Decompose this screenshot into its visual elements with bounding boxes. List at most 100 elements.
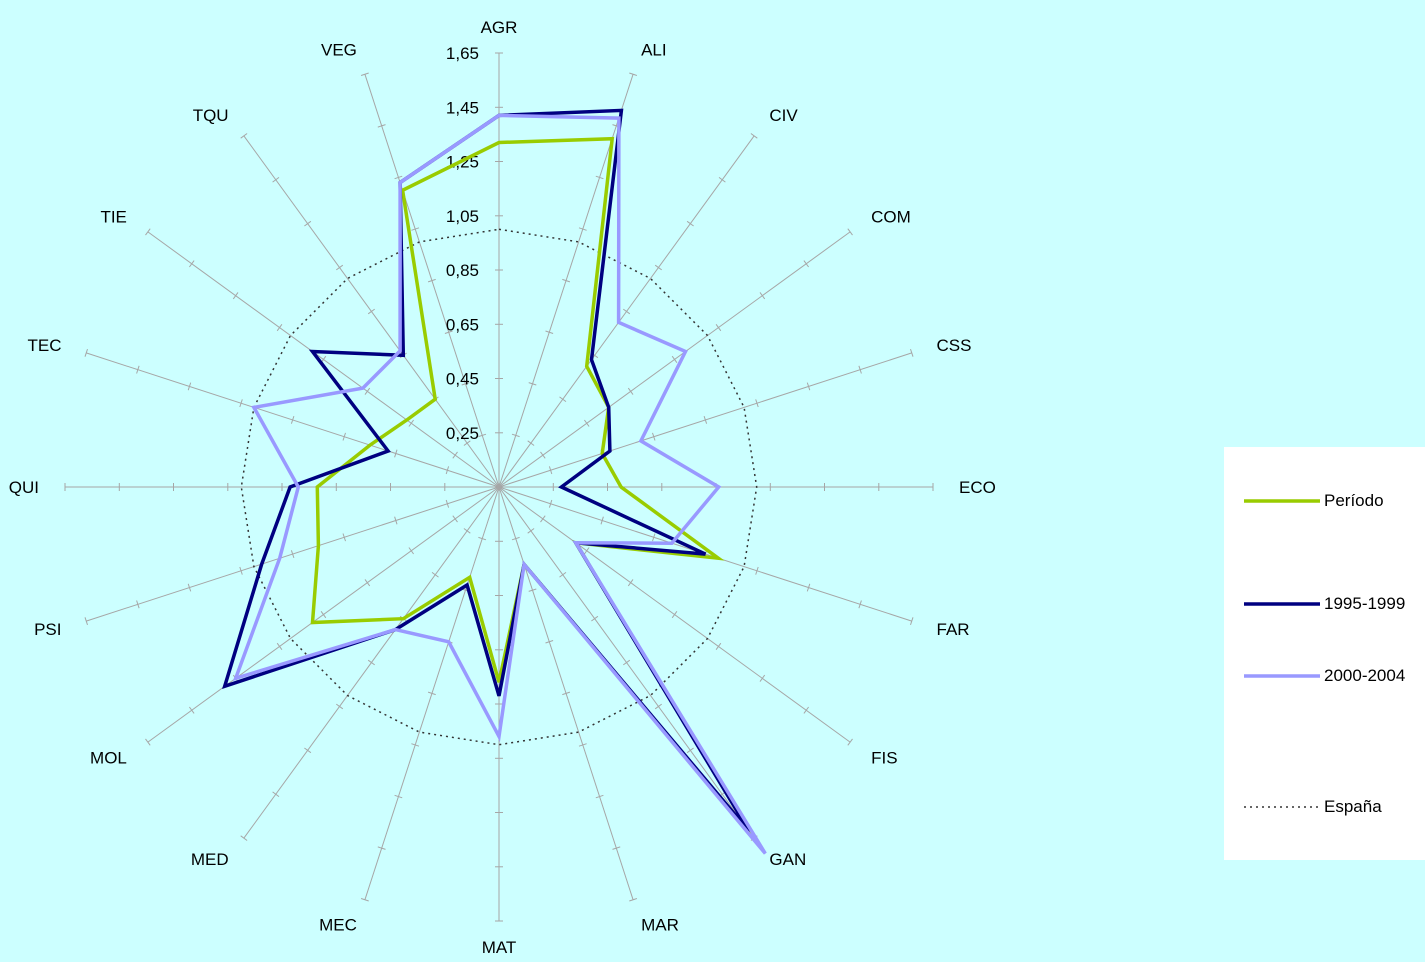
category-label-tie: TIE xyxy=(100,208,126,227)
axis-tick xyxy=(304,747,312,754)
axis-tick xyxy=(806,382,811,391)
axis-tick xyxy=(803,706,810,714)
category-label-qui: QUI xyxy=(9,478,39,497)
axis-tick xyxy=(540,515,546,523)
category-label-mol: MOL xyxy=(90,748,127,767)
axis-tick xyxy=(528,588,537,592)
axis-tick xyxy=(445,499,450,508)
legend-swatch xyxy=(1244,602,1320,606)
axis-tick xyxy=(806,583,811,592)
axis-tick xyxy=(548,499,553,508)
axis-tick xyxy=(559,571,567,578)
axis-tick xyxy=(431,571,439,578)
axis-tick xyxy=(686,220,694,227)
radial-tick-label: 0,25 xyxy=(446,424,479,443)
axis-tick xyxy=(408,547,415,555)
axis-tick xyxy=(654,264,662,271)
axis-tick xyxy=(511,536,520,541)
category-label-tqu: TQU xyxy=(193,106,229,125)
axis-tick xyxy=(595,794,604,799)
axis-tick xyxy=(239,399,243,408)
axis-tick xyxy=(750,133,758,139)
axis-tick xyxy=(461,382,470,386)
axis-tick xyxy=(444,330,453,334)
legend-swatch xyxy=(1244,806,1320,808)
legend-label: Período xyxy=(1324,491,1384,510)
axis-tick xyxy=(562,278,571,283)
axis-tick xyxy=(583,547,590,555)
axis-tick xyxy=(652,432,656,441)
axis-tick xyxy=(276,642,283,650)
axis-tick xyxy=(320,611,327,619)
axis-tick xyxy=(187,382,192,391)
radial-tick-label: 1,45 xyxy=(446,98,479,117)
axis-tick xyxy=(545,330,554,334)
axis-tick xyxy=(336,703,344,710)
axis-tick xyxy=(445,466,450,475)
radial-tick-label: 0,45 xyxy=(446,370,479,389)
category-label-eco: ECO xyxy=(959,478,996,497)
category-label-mec: MEC xyxy=(319,916,357,935)
axis-tick xyxy=(578,227,587,231)
category-label-com: COM xyxy=(871,208,911,227)
category-label-tec: TEC xyxy=(28,336,62,355)
axis-tick xyxy=(858,365,862,374)
axis-tick xyxy=(715,324,722,332)
axis-tick xyxy=(188,706,195,714)
axis-tick xyxy=(84,617,88,626)
axis-tick xyxy=(583,419,590,427)
axis-tick xyxy=(803,260,810,268)
axis-tick xyxy=(627,579,634,587)
category-label-mar: MAR xyxy=(641,916,679,935)
axis-tick xyxy=(623,659,631,666)
axis-tick xyxy=(562,691,571,696)
axis-tick xyxy=(718,176,726,183)
axis-tick xyxy=(654,703,662,710)
axis-tick xyxy=(910,617,914,626)
axis-tick xyxy=(272,791,280,798)
axis-tick xyxy=(364,387,371,395)
legend-swatch xyxy=(1244,674,1320,678)
axis-tick xyxy=(629,72,638,76)
axis-tick xyxy=(394,449,398,458)
category-label-agr: AGR xyxy=(481,18,518,37)
axis-tick xyxy=(478,536,487,541)
axis-tick xyxy=(232,292,239,300)
axis-tick xyxy=(394,516,398,525)
axis-tick xyxy=(240,835,248,841)
radial-tick-labels: 1,651,451,251,050,850,650,450,25 xyxy=(446,44,479,443)
axis-tick xyxy=(452,451,458,459)
axis-tick xyxy=(755,566,759,575)
axis-tick xyxy=(847,228,853,236)
axis-tick xyxy=(84,348,88,357)
category-labels: AGR ALI CIV COM CSS ECO FAR FIS GAN MAR MAT MEC MED M… xyxy=(9,18,996,957)
axis-tick xyxy=(394,794,403,799)
series-line-2000-2004 xyxy=(232,113,767,855)
axis-tick xyxy=(463,528,471,534)
axis-tick xyxy=(671,355,678,363)
axis-tick xyxy=(187,583,192,592)
axis-tick xyxy=(612,846,621,850)
axis-tick xyxy=(276,324,283,332)
axis-tick xyxy=(540,451,546,459)
radial-tick-label: 1,65 xyxy=(446,44,479,63)
axis-tick xyxy=(627,387,634,395)
axis-tick xyxy=(240,133,248,139)
axis-tick xyxy=(342,432,346,441)
axis-tick xyxy=(759,292,766,300)
category-label-ali: ALI xyxy=(641,41,667,60)
category-label-med: MED xyxy=(191,850,229,869)
axis-tick xyxy=(342,533,346,542)
axis-tick xyxy=(452,515,458,523)
axis-tick xyxy=(272,176,280,183)
axis-tick xyxy=(377,846,386,850)
category-label-css: CSS xyxy=(937,336,972,355)
axis-tick xyxy=(304,220,312,227)
legend: Período 1995-1999 2000-2004 España xyxy=(1224,447,1425,860)
axis-tick xyxy=(394,175,403,180)
axis-tick xyxy=(367,308,375,315)
legend-swatch xyxy=(1244,499,1320,503)
radial-tick-label: 1,05 xyxy=(446,207,479,226)
axis-tick xyxy=(360,898,369,902)
axis-tick xyxy=(290,415,295,424)
